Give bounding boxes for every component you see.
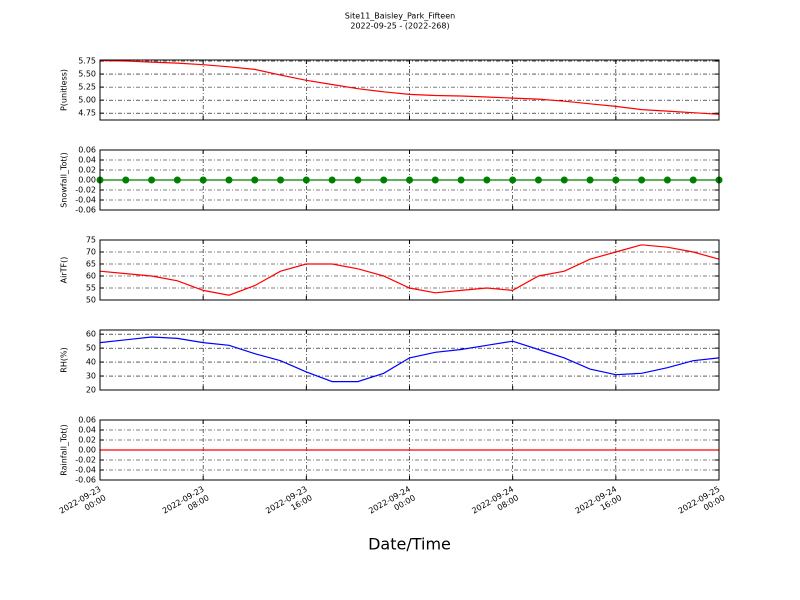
y-axis-label: Rainfall_Tot() — [60, 424, 69, 476]
data-point — [663, 176, 671, 184]
data-point — [534, 176, 542, 184]
y-tick-label: 55 — [86, 284, 96, 293]
plot-frame — [99, 239, 720, 301]
y-tick-label: 50 — [86, 344, 96, 353]
data-point — [483, 176, 491, 184]
plot-frame — [99, 419, 720, 481]
y-tick-label: 65 — [86, 260, 96, 269]
plot-frame — [99, 329, 720, 391]
y-tick-label: 70 — [86, 248, 96, 257]
y-tick-label: 0.02 — [78, 436, 96, 445]
data-point — [277, 176, 285, 184]
data-line — [99, 59, 720, 115]
y-tick-label: 5.25 — [78, 83, 96, 92]
y-tick-label: -0.04 — [75, 196, 96, 205]
y-tick-label: 0.00 — [78, 176, 96, 185]
y-tick-label: 40 — [86, 358, 96, 367]
y-tick-label: 50 — [86, 296, 96, 305]
data-point — [406, 176, 413, 184]
x-axis-label: Date/Time — [368, 535, 451, 554]
chart-title: Site11_Baisley_Park_Fifteen — [345, 12, 455, 21]
y-tick-label: -0.06 — [75, 206, 96, 215]
data-point — [509, 176, 517, 184]
data-point — [560, 176, 568, 184]
data-point — [173, 176, 181, 184]
y-tick-label: -0.02 — [75, 186, 96, 195]
data-point — [225, 176, 233, 184]
y-tick-label: 4.75 — [78, 109, 96, 118]
data-point — [689, 176, 697, 184]
data-point — [199, 176, 207, 184]
y-tick-label: 0.06 — [78, 146, 96, 155]
y-tick-label: -0.06 — [75, 476, 96, 485]
y-tick-label: -0.04 — [75, 466, 96, 475]
data-point — [251, 176, 259, 184]
y-tick-label: 30 — [86, 372, 96, 381]
data-point — [380, 176, 388, 184]
data-point — [122, 176, 130, 184]
y-axis-label: AirTF() — [60, 257, 69, 284]
y-tick-label: 75 — [86, 236, 96, 245]
y-axis-label: P(unitless) — [60, 69, 69, 111]
y-tick-label: 60 — [86, 272, 96, 281]
y-tick-label: 5.75 — [78, 57, 96, 66]
data-point — [354, 176, 362, 184]
plot-frame — [99, 149, 720, 211]
data-point — [328, 176, 336, 184]
plot-frame — [99, 59, 720, 121]
data-point — [148, 176, 156, 184]
data-point — [612, 176, 620, 184]
data-point — [431, 176, 439, 184]
y-axis-label: Snowfall_Tot() — [60, 152, 69, 208]
y-tick-label: 60 — [86, 330, 96, 339]
y-tick-label: 5.50 — [78, 70, 96, 79]
data-point — [638, 176, 646, 184]
data-point — [586, 176, 594, 184]
y-tick-label: 0.00 — [78, 446, 96, 455]
y-axis-label: RH(%) — [60, 347, 69, 372]
y-tick-label: 5.00 — [78, 96, 96, 105]
y-tick-label: 20 — [86, 386, 96, 395]
y-tick-label: 0.04 — [78, 426, 96, 435]
data-point — [302, 176, 310, 184]
y-tick-label: 0.06 — [78, 416, 96, 425]
y-tick-label: 0.02 — [78, 166, 96, 175]
y-tick-label: -0.02 — [75, 456, 96, 465]
data-line — [99, 244, 720, 296]
data-point — [457, 176, 465, 184]
y-tick-label: 0.04 — [78, 156, 96, 165]
data-line — [99, 336, 720, 383]
chart-subtitle: 2022-09-25 - (2022-268) — [350, 22, 449, 31]
